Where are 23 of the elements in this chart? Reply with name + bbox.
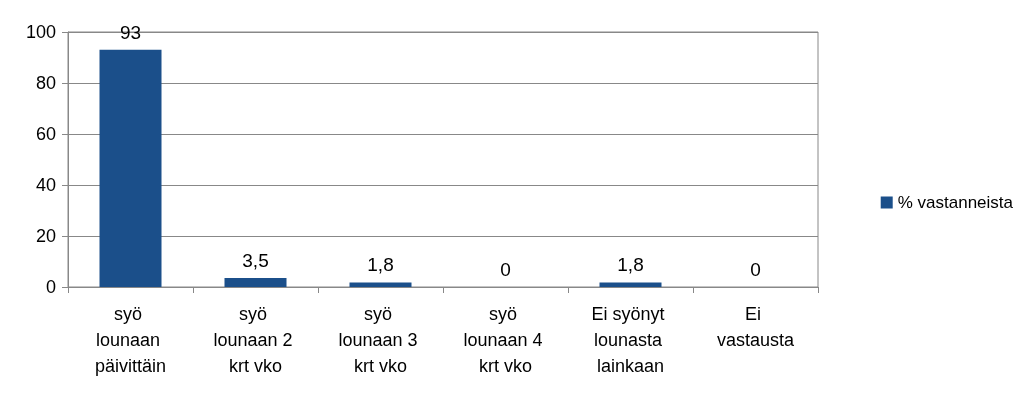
x-tick-label: Ei syönyt lounasta lainkaan bbox=[591, 304, 670, 376]
data-label: 1,8 bbox=[367, 254, 394, 276]
bar bbox=[224, 278, 287, 287]
legend-label: % vastanneista bbox=[897, 193, 1014, 212]
y-tick-label: 20 bbox=[35, 226, 56, 246]
x-tick-label: syö lounaan päivittäin bbox=[94, 304, 167, 376]
x-tick-label: Ei vastausta bbox=[716, 304, 796, 350]
data-label: 0 bbox=[500, 259, 511, 280]
bar bbox=[599, 282, 662, 287]
y-tick-label: 40 bbox=[35, 175, 56, 195]
y-tick-label: 100 bbox=[25, 22, 56, 42]
y-tick-label: 60 bbox=[35, 124, 56, 144]
data-label: 0 bbox=[750, 259, 761, 280]
x-tick-label: syö lounaan 3 krt vko bbox=[338, 304, 423, 376]
bar bbox=[99, 49, 162, 287]
y-tick-label: 0 bbox=[45, 277, 56, 297]
bar bbox=[349, 282, 412, 287]
x-tick-label: syö lounaan 4 krt vko bbox=[463, 304, 548, 376]
data-label: 3,5 bbox=[242, 250, 269, 272]
data-label: 93 bbox=[119, 21, 142, 43]
x-tick-label: syö lounaan 2 krt vko bbox=[213, 304, 298, 376]
data-label: 1,8 bbox=[617, 254, 644, 276]
y-tick-label: 80 bbox=[35, 73, 56, 93]
